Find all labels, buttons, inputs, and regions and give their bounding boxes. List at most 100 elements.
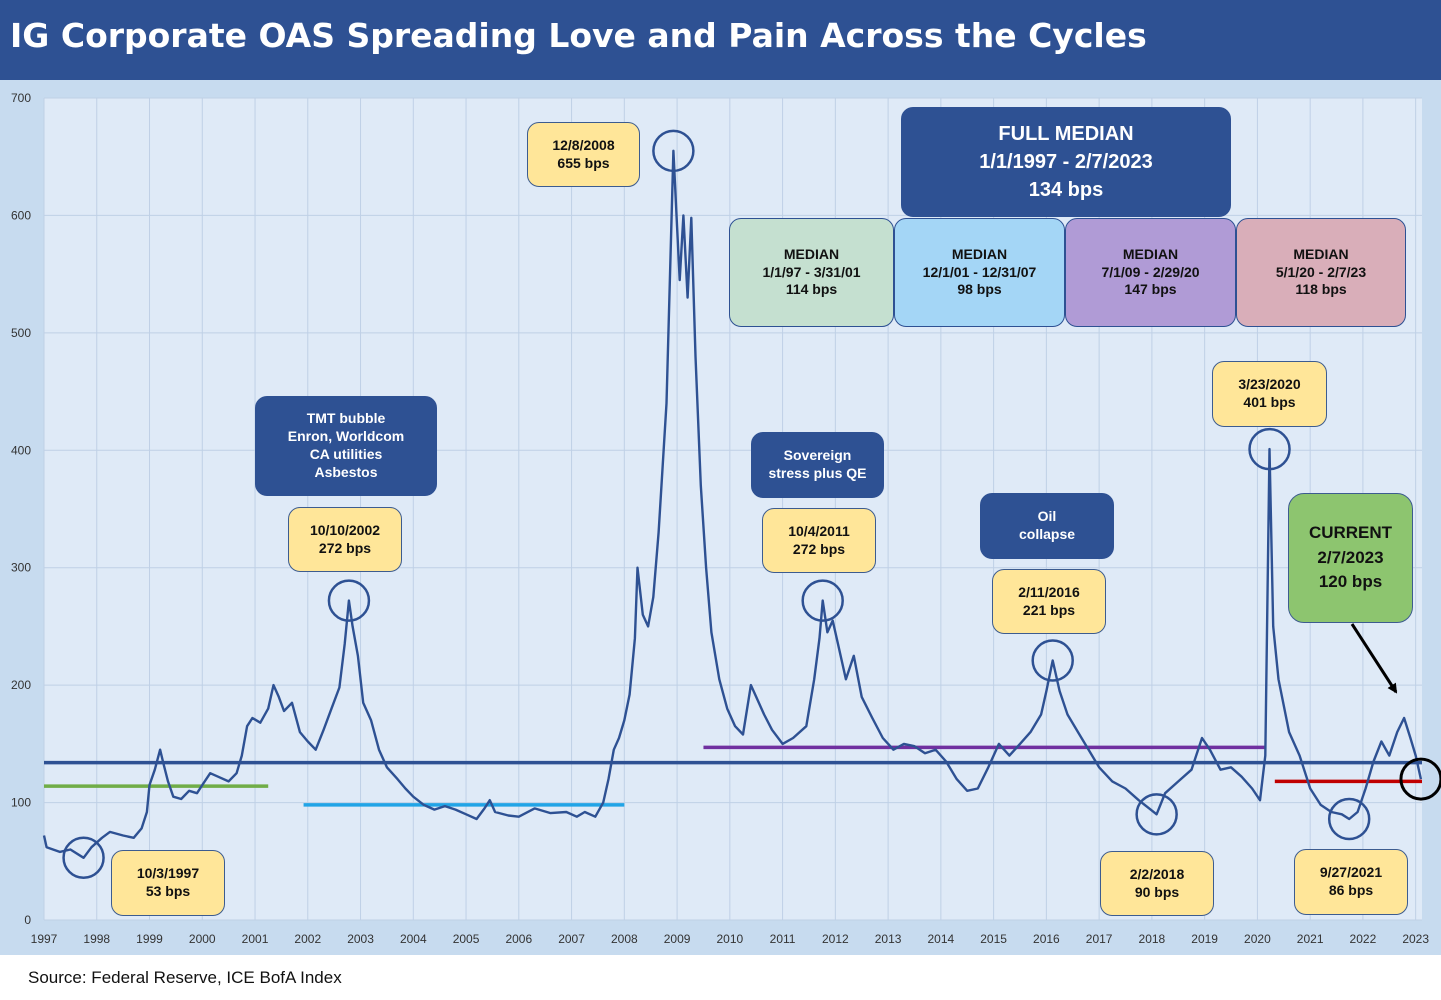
callout-line: 7/1/09 - 2/29/20 <box>1101 263 1200 280</box>
callout-line: 98 bps <box>957 281 1002 298</box>
callout-line: 114 bps <box>785 281 838 298</box>
callout-tmt-bubble: TMT bubble Enron, Worldcom CA utilities … <box>255 396 437 496</box>
source-note: Source: Federal Reserve, ICE BofA Index <box>28 968 342 987</box>
callout-median-2001-2007: MEDIAN 12/1/01 - 12/31/07 98 bps <box>894 218 1065 327</box>
callout-sovereign-stress: Sovereign stress plus QE <box>751 432 884 498</box>
x-tick-label: 2015 <box>980 932 1007 946</box>
callout-date: 2/2/2018 <box>1129 865 1185 882</box>
chart-title: IG Corporate OAS Spreading Love and Pain… <box>10 16 1147 55</box>
callout-oil-collapse: Oil collapse <box>980 493 1114 559</box>
x-tick-label: 2000 <box>189 932 216 946</box>
oas-series-line <box>42 149 1423 859</box>
y-tick-label: 300 <box>11 561 31 575</box>
y-tick-label: 100 <box>11 796 31 810</box>
x-tick-label: 2023 <box>1402 932 1429 946</box>
callout-line: 1/1/97 - 3/31/01 <box>762 263 861 280</box>
x-tick-label: 1999 <box>136 932 163 946</box>
x-tick-label: 1997 <box>31 932 58 946</box>
y-tick-label: 400 <box>11 443 31 457</box>
x-tick-label: 2011 <box>770 932 796 946</box>
callout-date: 10/10/2002 <box>309 521 381 538</box>
callout-2020-peak: 3/23/2020 401 bps <box>1212 361 1327 427</box>
highlight-circle <box>327 579 371 622</box>
x-tick-label: 2007 <box>558 932 585 946</box>
x-tick-label: 2020 <box>1244 932 1271 946</box>
x-tick-label: 2005 <box>453 932 480 946</box>
highlight-circle <box>1031 639 1074 682</box>
callout-line: TMT bubble <box>306 410 386 427</box>
callout-value: 86 bps <box>1328 882 1374 898</box>
x-tick-label: 1998 <box>83 932 110 946</box>
callout-date: 9/27/2021 <box>1319 864 1383 881</box>
callout-line: stress plus QE <box>768 465 867 481</box>
callout-date: 12/8/2008 <box>552 136 615 153</box>
callout-2008-peak: 12/8/2008 655 bps <box>527 122 640 187</box>
x-tick-label: 2021 <box>1297 932 1324 946</box>
highlight-circle <box>62 836 105 880</box>
callout-line: Asbestos <box>314 463 378 480</box>
x-tick-label: 2001 <box>242 932 269 946</box>
x-tick-label: 2008 <box>611 932 638 946</box>
callout-1997-low: 10/3/1997 53 bps <box>111 850 225 916</box>
callout-value: 272 bps <box>318 539 372 556</box>
x-tick-label: 2012 <box>822 932 849 946</box>
callout-2018-low: 2/2/2018 90 bps <box>1100 851 1214 916</box>
callout-date: 2/11/2016 <box>1018 583 1080 600</box>
callout-line: 1/1/1997 - 2/7/2023 <box>979 151 1153 173</box>
callout-full-median: FULL MEDIAN 1/1/1997 - 2/7/2023 134 bps <box>901 107 1231 217</box>
callout-2021-low: 9/27/2021 86 bps <box>1294 849 1408 915</box>
callout-median-2020-2023: MEDIAN 5/1/20 - 2/7/23 118 bps <box>1236 218 1406 327</box>
x-tick-label: 2018 <box>1139 932 1166 946</box>
callout-line: Enron, Worldcom <box>287 428 405 445</box>
x-tick-label: 2010 <box>716 932 743 946</box>
y-tick-label: 200 <box>11 678 31 692</box>
callout-line: FULL MEDIAN <box>998 123 1134 145</box>
callout-value: 90 bps <box>1134 883 1180 900</box>
callout-line: 134 bps <box>1028 179 1104 201</box>
x-tick-label: 2019 <box>1191 932 1218 946</box>
callout-line: MEDIAN <box>951 245 1008 262</box>
callout-line: 120 bps <box>1318 572 1383 592</box>
highlight-circle <box>1248 427 1291 471</box>
callout-2011-peak: 10/4/2011 272 bps <box>762 508 876 573</box>
callout-line: 147 bps <box>1124 281 1177 298</box>
x-tick-label: 2002 <box>294 932 321 946</box>
x-tick-label: 2022 <box>1350 932 1377 946</box>
callout-median-1997-2001: MEDIAN 1/1/97 - 3/31/01 114 bps <box>729 218 894 327</box>
callout-value: 272 bps <box>792 540 846 557</box>
callout-line: MEDIAN <box>1293 245 1349 262</box>
highlight-circle <box>1135 793 1178 836</box>
callout-line: CA utilities <box>309 446 383 462</box>
x-tick-label: 2016 <box>1033 932 1060 946</box>
callout-line: collapse <box>1018 526 1076 542</box>
callout-line: 118 bps <box>1295 281 1347 298</box>
callout-median-2009-2020: MEDIAN 7/1/09 - 2/29/20 147 bps <box>1065 218 1236 327</box>
x-tick-label: 2017 <box>1086 932 1113 946</box>
x-tick-label: 2009 <box>664 932 691 946</box>
x-tick-label: 2014 <box>928 932 955 946</box>
callout-date: 3/23/2020 <box>1238 376 1301 393</box>
x-tick-label: 2006 <box>505 932 532 946</box>
y-tick-label: 600 <box>11 208 31 222</box>
callout-2002-peak: 10/10/2002 272 bps <box>288 507 402 572</box>
highlight-circle <box>801 579 844 622</box>
title-bar: IG Corporate OAS Spreading Love and Pain… <box>0 0 1441 80</box>
callout-line: Oil <box>1037 508 1057 525</box>
callout-current: CURRENT 2/7/2023 120 bps <box>1288 493 1413 623</box>
callout-line: 2/7/2023 <box>1317 547 1384 567</box>
x-tick-label: 2013 <box>875 932 902 946</box>
callout-date: 10/3/1997 <box>136 865 200 882</box>
y-tick-label: 700 <box>11 91 31 105</box>
callout-value: 655 bps <box>557 154 610 171</box>
callout-value: 53 bps <box>145 883 191 899</box>
callout-line: 5/1/20 - 2/7/23 <box>1275 263 1367 280</box>
callout-line: MEDIAN <box>783 245 840 262</box>
callout-value: 221 bps <box>1022 601 1076 618</box>
callout-date: 10/4/2011 <box>788 522 850 539</box>
x-tick-label: 2004 <box>400 932 427 946</box>
y-tick-label: 0 <box>24 913 31 927</box>
current-arrow <box>1350 623 1398 694</box>
callout-line: Sovereign <box>783 447 852 464</box>
y-tick-label: 500 <box>11 326 31 340</box>
callout-line: MEDIAN <box>1122 245 1179 262</box>
